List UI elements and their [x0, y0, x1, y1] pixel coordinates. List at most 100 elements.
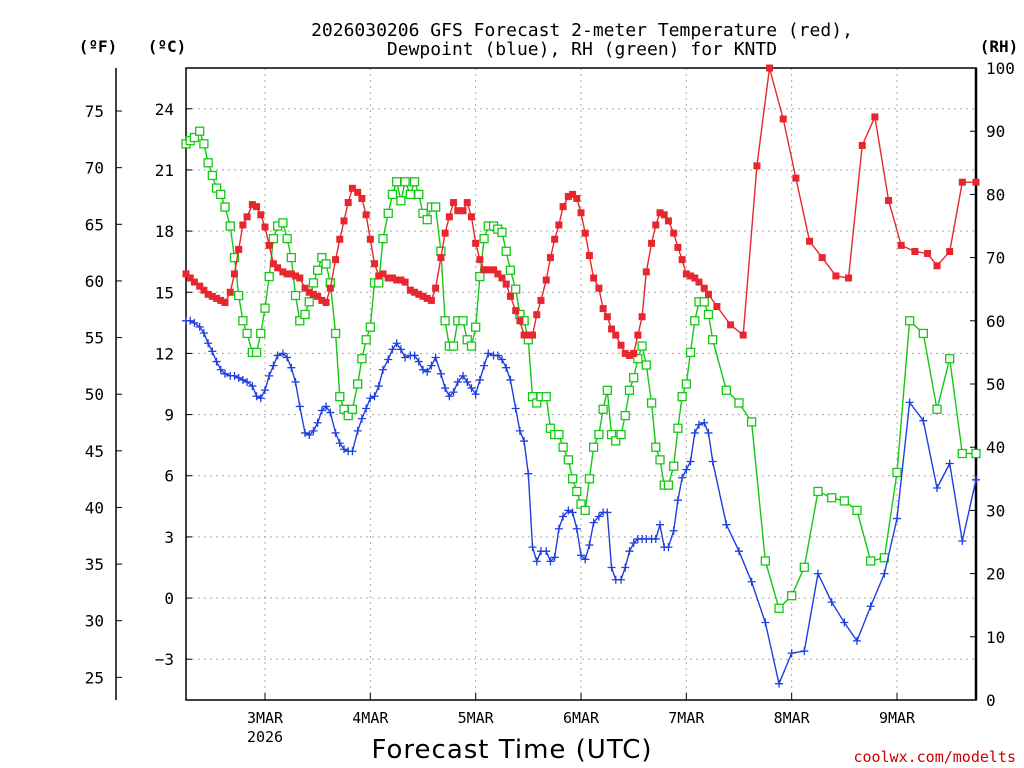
- dewpoint-point: [550, 553, 559, 562]
- x-axis-label: Forecast Time (UTC): [371, 735, 652, 765]
- rh-point: [567, 474, 578, 484]
- temperature-point: [660, 211, 668, 219]
- temperature-point: [648, 239, 656, 247]
- dewpoint-point: [629, 539, 638, 548]
- rh-point: [251, 347, 262, 358]
- rh-point: [734, 398, 744, 408]
- rh-point: [282, 233, 292, 244]
- dewpoint-point: [441, 384, 450, 393]
- rh-point: [746, 417, 757, 427]
- rh-point: [308, 278, 319, 288]
- temperature-point: [186, 274, 194, 282]
- temperature-point: [322, 298, 330, 306]
- dewpoint-point: [972, 475, 980, 484]
- dewpoint-point: [317, 406, 326, 415]
- rh-point: [588, 442, 599, 452]
- temperature-point: [494, 270, 502, 278]
- temperature-point: [490, 266, 498, 274]
- credit-text: coolwx.com/modelts: [853, 748, 1016, 766]
- dewpoint-point: [313, 418, 322, 427]
- temperature-point: [585, 252, 593, 260]
- rh-point: [690, 316, 700, 326]
- rh-point: [347, 404, 358, 414]
- dewpoint-point: [800, 647, 809, 656]
- rh-point: [479, 233, 489, 244]
- dewpoint-point: [542, 547, 551, 556]
- rh-point: [904, 316, 915, 326]
- dewpoint-point: [326, 408, 335, 417]
- temperature-point: [608, 325, 616, 333]
- dewpoint-point: [388, 345, 397, 354]
- temperature-point: [450, 199, 458, 207]
- fahrenheit-tick-label: 55: [85, 329, 104, 348]
- temperature-point: [630, 349, 638, 357]
- dewpoint-point: [607, 563, 616, 572]
- rh-point: [229, 252, 240, 263]
- dewpoint-point: [291, 377, 300, 386]
- temperature-point: [441, 229, 449, 237]
- rh-point: [616, 429, 626, 440]
- temperature-point: [358, 194, 366, 202]
- rh-point: [852, 505, 862, 516]
- temperature-point: [397, 276, 405, 284]
- rh-point: [866, 556, 876, 566]
- temperature-point: [388, 274, 396, 282]
- fahrenheit-tick-label: 25: [85, 668, 104, 687]
- rh-point: [685, 347, 696, 358]
- dewpoint-point: [866, 602, 875, 611]
- rh-point: [651, 442, 661, 452]
- temperature-point: [243, 213, 251, 221]
- dewpoint-point: [880, 569, 889, 578]
- dewpoint-point: [238, 375, 247, 384]
- rh-tick-label: 70: [986, 249, 1005, 268]
- temperature-point: [269, 260, 277, 268]
- rh-point: [501, 246, 511, 256]
- dewpoint-point: [374, 382, 383, 391]
- dewpoint-point: [305, 430, 314, 439]
- temperature-point: [498, 274, 506, 282]
- dewpoint-point: [682, 465, 691, 474]
- dewpoint-point: [480, 361, 489, 370]
- dewpoint-point: [195, 322, 204, 331]
- dewpoint-point: [199, 329, 208, 338]
- temperature-point: [924, 250, 932, 258]
- temperature-point: [727, 321, 735, 329]
- dewpoint-point: [436, 369, 445, 378]
- series-1: [182, 316, 980, 688]
- rh-point: [295, 316, 305, 326]
- dewpoint-point: [905, 398, 914, 407]
- rh-point: [511, 284, 521, 294]
- temperature-point: [182, 270, 190, 278]
- temperature-point: [432, 284, 440, 292]
- temperature-point: [253, 203, 261, 211]
- rh-point: [216, 189, 226, 200]
- temperature-point: [933, 262, 941, 270]
- temperature-point: [348, 184, 356, 192]
- rh-point: [392, 177, 402, 187]
- dewpoint-point: [348, 447, 357, 456]
- dewpoint-point: [559, 512, 568, 521]
- dewpoint-point: [414, 357, 423, 366]
- temperature-point: [871, 113, 879, 121]
- rh-point: [827, 493, 837, 503]
- rh-point: [260, 303, 270, 313]
- dewpoint-point: [945, 459, 954, 468]
- rh-point: [286, 252, 296, 263]
- temperature-point: [516, 317, 524, 325]
- temperature-point: [687, 272, 695, 280]
- temperature-point: [423, 294, 431, 302]
- series-layer: [181, 64, 981, 688]
- dewpoint-point: [252, 392, 261, 401]
- temperature-point: [279, 268, 287, 276]
- dewpoint-point: [568, 508, 577, 517]
- temperature-point: [283, 270, 291, 278]
- celsius-tick-label: 21: [155, 161, 174, 180]
- celsius-axis: −3 0 3 6 9 12 15 18 21 24: [155, 100, 192, 669]
- rh-point: [195, 126, 205, 136]
- dewpoint-point: [893, 514, 901, 523]
- temperature-point: [213, 294, 221, 302]
- temperature-point: [314, 292, 322, 300]
- dewpoint-point: [564, 506, 573, 515]
- temperature-point: [406, 286, 414, 294]
- temperature-point: [230, 270, 238, 278]
